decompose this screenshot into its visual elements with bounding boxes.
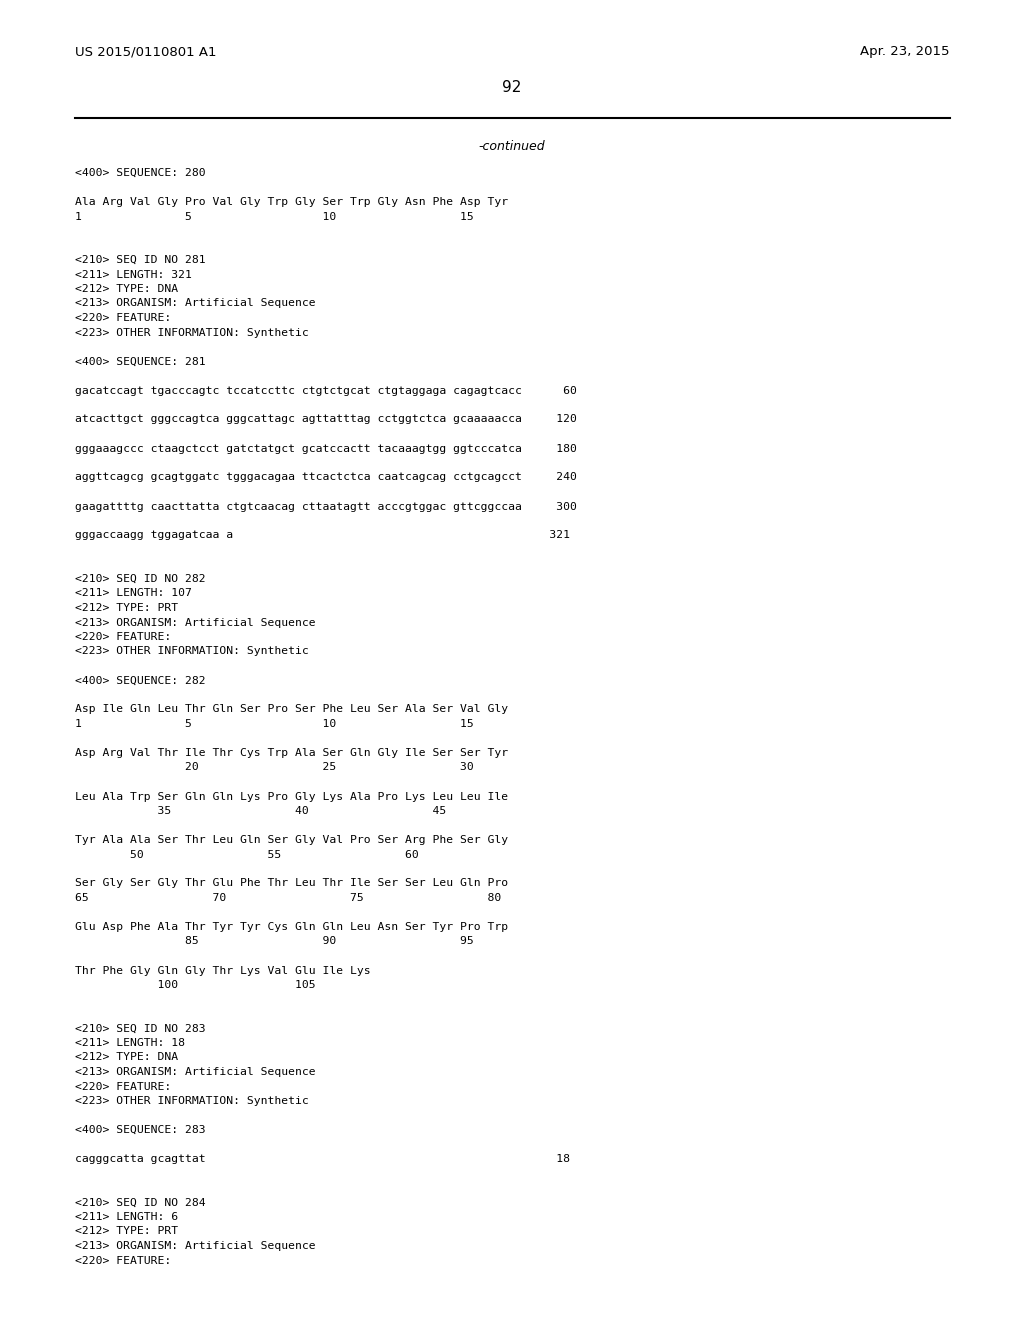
Text: 1               5                   10                  15: 1 5 10 15 — [75, 211, 474, 222]
Text: <220> FEATURE:: <220> FEATURE: — [75, 313, 171, 323]
Text: Asp Arg Val Thr Ile Thr Cys Trp Ala Ser Gln Gly Ile Ser Ser Tyr: Asp Arg Val Thr Ile Thr Cys Trp Ala Ser … — [75, 748, 508, 758]
Text: 92: 92 — [503, 81, 521, 95]
Text: Glu Asp Phe Ala Thr Tyr Tyr Cys Gln Gln Leu Asn Ser Tyr Pro Trp: Glu Asp Phe Ala Thr Tyr Tyr Cys Gln Gln … — [75, 921, 508, 932]
Text: gaagattttg caacttatta ctgtcaacag cttaatagtt acccgtggac gttcggccaa     300: gaagattttg caacttatta ctgtcaacag cttaata… — [75, 502, 577, 511]
Text: US 2015/0110801 A1: US 2015/0110801 A1 — [75, 45, 216, 58]
Text: <400> SEQUENCE: 283: <400> SEQUENCE: 283 — [75, 1125, 206, 1135]
Text: <210> SEQ ID NO 281: <210> SEQ ID NO 281 — [75, 255, 206, 265]
Text: <210> SEQ ID NO 283: <210> SEQ ID NO 283 — [75, 1023, 206, 1034]
Text: <400> SEQUENCE: 282: <400> SEQUENCE: 282 — [75, 676, 206, 685]
Text: <220> FEATURE:: <220> FEATURE: — [75, 1081, 171, 1092]
Text: <210> SEQ ID NO 282: <210> SEQ ID NO 282 — [75, 574, 206, 583]
Text: <212> TYPE: DNA: <212> TYPE: DNA — [75, 284, 178, 294]
Text: <213> ORGANISM: Artificial Sequence: <213> ORGANISM: Artificial Sequence — [75, 1067, 315, 1077]
Text: <400> SEQUENCE: 281: <400> SEQUENCE: 281 — [75, 356, 206, 367]
Text: <213> ORGANISM: Artificial Sequence: <213> ORGANISM: Artificial Sequence — [75, 1241, 315, 1251]
Text: <400> SEQUENCE: 280: <400> SEQUENCE: 280 — [75, 168, 206, 178]
Text: <211> LENGTH: 6: <211> LENGTH: 6 — [75, 1212, 178, 1222]
Text: Tyr Ala Ala Ser Thr Leu Gln Ser Gly Val Pro Ser Arg Phe Ser Gly: Tyr Ala Ala Ser Thr Leu Gln Ser Gly Val … — [75, 836, 508, 845]
Text: Leu Ala Trp Ser Gln Gln Lys Pro Gly Lys Ala Pro Lys Leu Leu Ile: Leu Ala Trp Ser Gln Gln Lys Pro Gly Lys … — [75, 792, 508, 801]
Text: 1               5                   10                  15: 1 5 10 15 — [75, 719, 474, 729]
Text: <220> FEATURE:: <220> FEATURE: — [75, 632, 171, 642]
Text: <212> TYPE: PRT: <212> TYPE: PRT — [75, 1226, 178, 1237]
Text: <211> LENGTH: 321: <211> LENGTH: 321 — [75, 269, 191, 280]
Text: atcacttgct gggccagtca gggcattagc agttatttag cctggtctca gcaaaaacca     120: atcacttgct gggccagtca gggcattagc agttatt… — [75, 414, 577, 425]
Text: <220> FEATURE:: <220> FEATURE: — [75, 1255, 171, 1266]
Text: 35                  40                  45: 35 40 45 — [75, 807, 446, 816]
Text: <211> LENGTH: 18: <211> LENGTH: 18 — [75, 1038, 185, 1048]
Text: <212> TYPE: DNA: <212> TYPE: DNA — [75, 1052, 178, 1063]
Text: gacatccagt tgacccagtc tccatccttc ctgtctgcat ctgtaggaga cagagtcacc      60: gacatccagt tgacccagtc tccatccttc ctgtctg… — [75, 385, 577, 396]
Text: aggttcagcg gcagtggatc tgggacagaa ttcactctca caatcagcag cctgcagcct     240: aggttcagcg gcagtggatc tgggacagaa ttcactc… — [75, 473, 577, 483]
Text: cagggcatta gcagttat                                                   18: cagggcatta gcagttat 18 — [75, 1154, 570, 1164]
Text: <213> ORGANISM: Artificial Sequence: <213> ORGANISM: Artificial Sequence — [75, 298, 315, 309]
Text: <223> OTHER INFORMATION: Synthetic: <223> OTHER INFORMATION: Synthetic — [75, 647, 309, 656]
Text: <213> ORGANISM: Artificial Sequence: <213> ORGANISM: Artificial Sequence — [75, 618, 315, 627]
Text: <223> OTHER INFORMATION: Synthetic: <223> OTHER INFORMATION: Synthetic — [75, 327, 309, 338]
Text: 100                 105: 100 105 — [75, 979, 315, 990]
Text: Ala Arg Val Gly Pro Val Gly Trp Gly Ser Trp Gly Asn Phe Asp Tyr: Ala Arg Val Gly Pro Val Gly Trp Gly Ser … — [75, 197, 508, 207]
Text: gggaaagccc ctaagctcct gatctatgct gcatccactt tacaaagtgg ggtcccatca     180: gggaaagccc ctaagctcct gatctatgct gcatcca… — [75, 444, 577, 454]
Text: Thr Phe Gly Gln Gly Thr Lys Val Glu Ile Lys: Thr Phe Gly Gln Gly Thr Lys Val Glu Ile … — [75, 965, 371, 975]
Text: -continued: -continued — [478, 140, 546, 153]
Text: <212> TYPE: PRT: <212> TYPE: PRT — [75, 603, 178, 612]
Text: gggaccaagg tggagatcaa a                                              321: gggaccaagg tggagatcaa a 321 — [75, 531, 570, 540]
Text: <210> SEQ ID NO 284: <210> SEQ ID NO 284 — [75, 1197, 206, 1208]
Text: 65                  70                  75                  80: 65 70 75 80 — [75, 894, 502, 903]
Text: 85                  90                  95: 85 90 95 — [75, 936, 474, 946]
Text: 50                  55                  60: 50 55 60 — [75, 850, 419, 859]
Text: Ser Gly Ser Gly Thr Glu Phe Thr Leu Thr Ile Ser Ser Leu Gln Pro: Ser Gly Ser Gly Thr Glu Phe Thr Leu Thr … — [75, 879, 508, 888]
Text: <223> OTHER INFORMATION: Synthetic: <223> OTHER INFORMATION: Synthetic — [75, 1096, 309, 1106]
Text: 20                  25                  30: 20 25 30 — [75, 763, 474, 772]
Text: <211> LENGTH: 107: <211> LENGTH: 107 — [75, 589, 191, 598]
Text: Asp Ile Gln Leu Thr Gln Ser Pro Ser Phe Leu Ser Ala Ser Val Gly: Asp Ile Gln Leu Thr Gln Ser Pro Ser Phe … — [75, 705, 508, 714]
Text: Apr. 23, 2015: Apr. 23, 2015 — [860, 45, 950, 58]
